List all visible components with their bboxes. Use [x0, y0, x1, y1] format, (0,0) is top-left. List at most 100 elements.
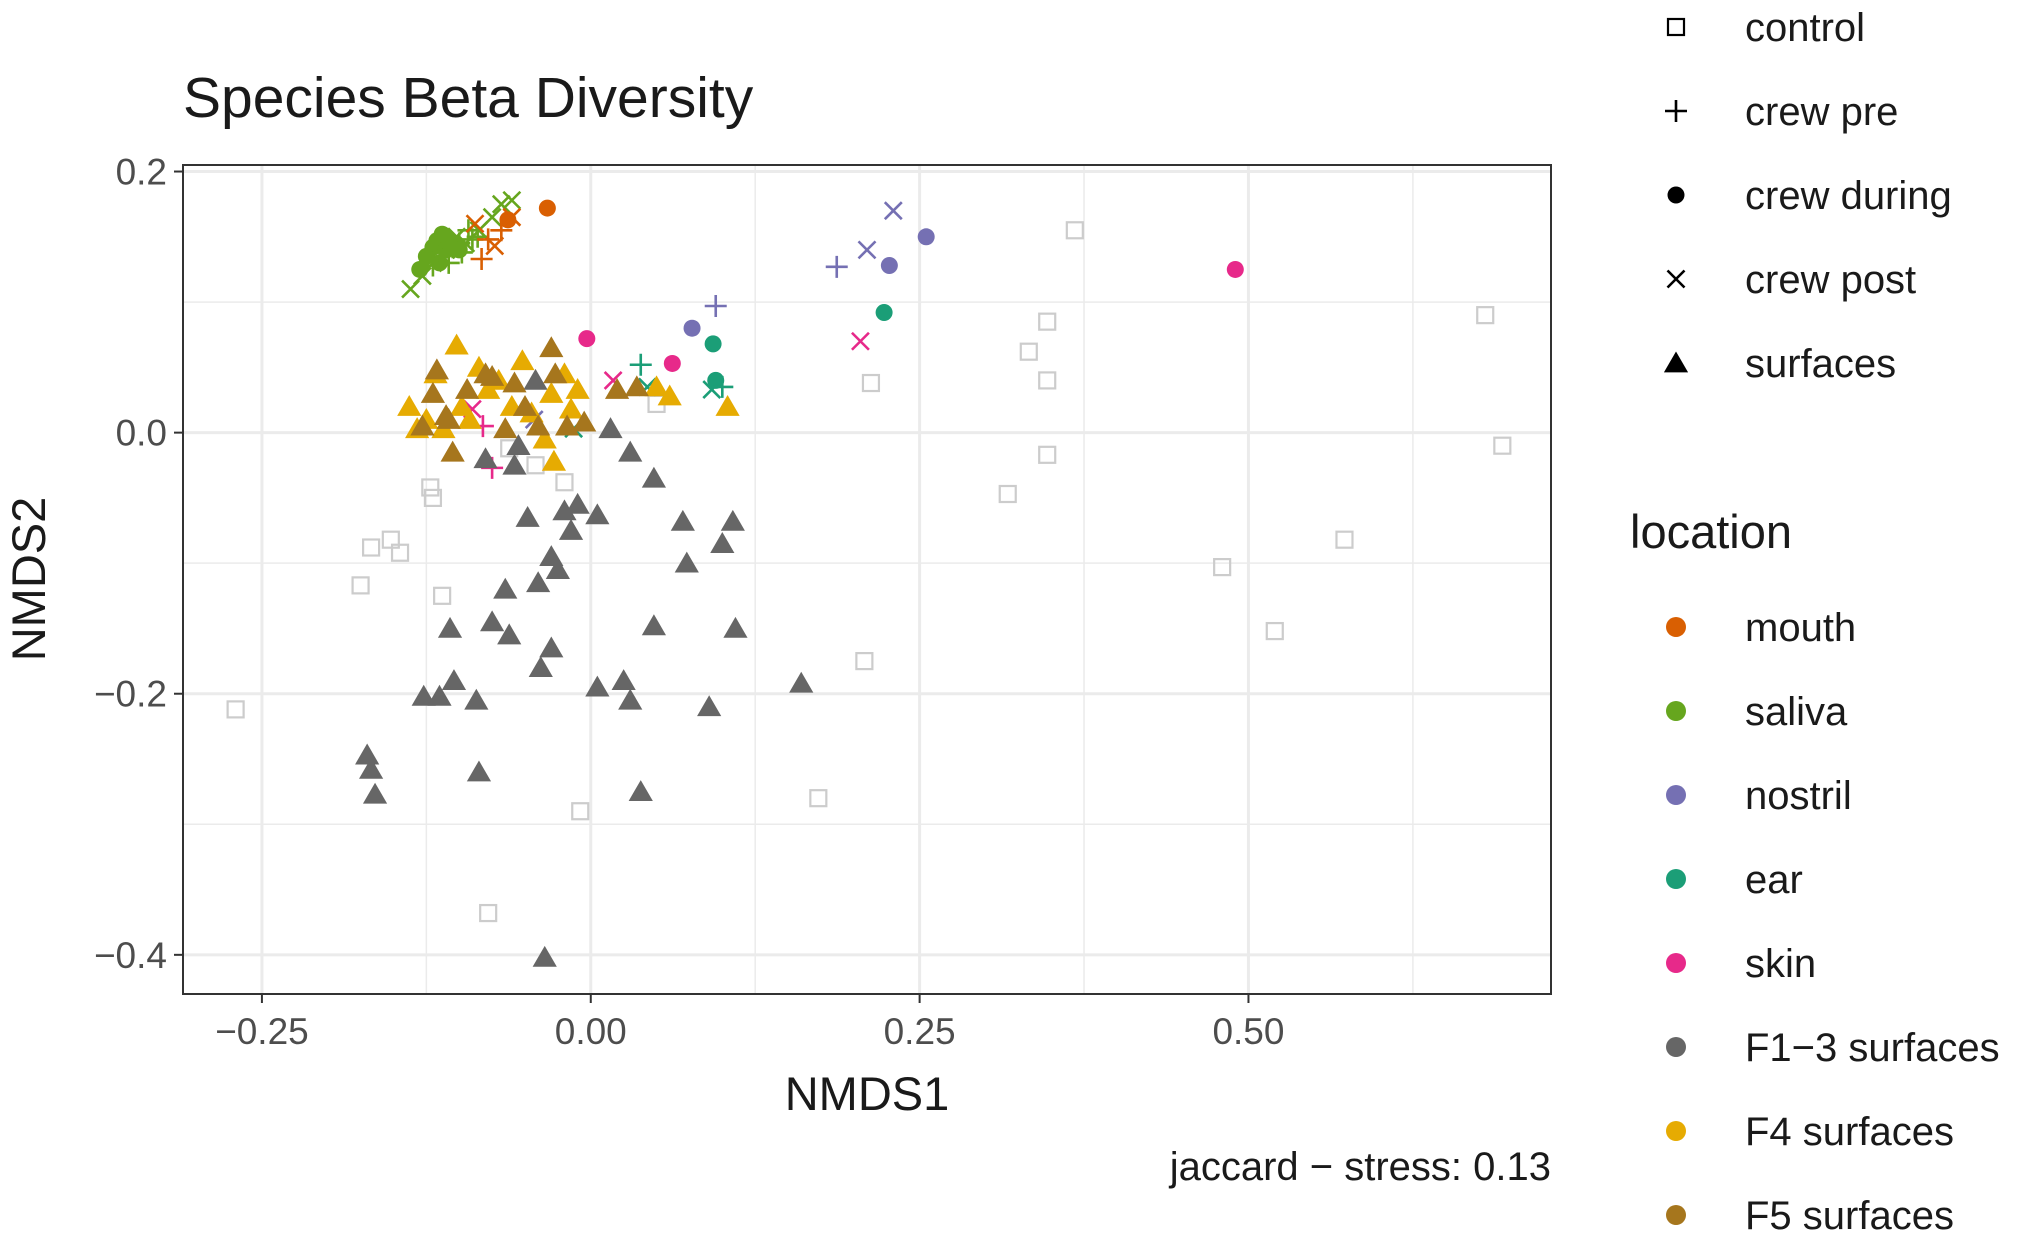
- point-f1-3-surfaces-triangle: [641, 614, 667, 636]
- legend-key-mouth: [1666, 617, 1686, 637]
- point-saliva-cross: [436, 240, 456, 260]
- legend-key-f4-surfaces: [1666, 1121, 1686, 1141]
- point-saliva-cross: [447, 227, 467, 247]
- x-tick-label: 0.25: [884, 1011, 956, 1052]
- point-control-square: [1065, 221, 1084, 240]
- point-nostril-circle: [683, 319, 701, 337]
- point-control-square: [1493, 436, 1512, 455]
- point-f1-3-surfaces-triangle: [362, 782, 388, 804]
- point-control-square: [1476, 306, 1495, 325]
- point-ear-circle: [707, 371, 725, 389]
- point-f1-3-surfaces-triangle: [493, 577, 518, 599]
- point-f4-surfaces-triangle: [539, 381, 564, 403]
- legend-label-f1-3-surfaces: F1−3 surfaces: [1745, 1026, 2000, 1070]
- point-f5-surfaces-triangle: [502, 371, 527, 393]
- x-axis: −0.25 0.00 0.25 0.50: [215, 994, 1284, 1052]
- point-f1-3-surfaces-triangle: [464, 688, 489, 710]
- point-f1-3-surfaces-triangle: [565, 492, 590, 514]
- point-f5-surfaces-triangle: [624, 375, 649, 397]
- point-control-square: [421, 478, 440, 497]
- legend-key-nostril: [1666, 785, 1686, 805]
- legend-key-saliva: [1666, 701, 1686, 721]
- stress-caption: jaccard − stress: 0.13: [1169, 1145, 1551, 1189]
- shape-legend: control crew pre crew during crew post surfa…: [1663, 6, 1952, 386]
- point-f1-3-surfaces-triangle: [628, 780, 653, 801]
- point-f1-3-surfaces-triangle: [526, 571, 551, 593]
- legend-key-circle: [1667, 186, 1685, 204]
- data-points: [226, 190, 1512, 967]
- point-mouth-cross: [485, 236, 505, 256]
- point-saliva-plus: [450, 241, 473, 264]
- legend-label-circle: crew during: [1745, 174, 1952, 218]
- point-f1-3-surfaces-triangle: [473, 447, 498, 469]
- point-f1-3-surfaces-triangle: [528, 656, 553, 677]
- point-nostril-circle: [880, 257, 898, 275]
- point-f5-surfaces-triangle: [604, 377, 630, 399]
- point-f1-3-surfaces-triangle: [598, 417, 623, 439]
- point-saliva-plus: [437, 251, 460, 274]
- point-control-square: [1265, 621, 1284, 641]
- point-control-square: [479, 903, 498, 923]
- point-control-square: [362, 538, 381, 557]
- point-f1-3-surfaces-triangle: [532, 945, 557, 967]
- point-control-square: [861, 373, 881, 393]
- point-f4-surfaces-triangle: [532, 427, 557, 449]
- grid-minor: [183, 165, 1551, 994]
- point-control-square: [1213, 557, 1232, 577]
- point-control-square: [423, 488, 443, 508]
- point-mouth-plus: [470, 247, 493, 270]
- legend-key-skin: [1666, 953, 1686, 973]
- point-control-square: [390, 543, 410, 562]
- legend-label-mouth: mouth: [1745, 606, 1856, 650]
- point-f1-3-surfaces-triangle: [466, 760, 492, 782]
- point-f4-surfaces-triangle: [449, 394, 474, 416]
- point-control-square: [555, 473, 574, 492]
- point-control-square: [571, 802, 590, 821]
- point-saliva-plus: [421, 254, 444, 277]
- point-f1-3-surfaces-triangle: [558, 518, 584, 540]
- legend-label-triangle: surfaces: [1745, 342, 1896, 386]
- grid-major: [183, 165, 1551, 994]
- legend-label-skin: skin: [1745, 942, 1816, 986]
- point-ear-circle: [704, 335, 722, 353]
- point-saliva-cross: [482, 207, 502, 227]
- legend-label-square: control: [1745, 6, 1865, 50]
- point-saliva-cross: [412, 266, 432, 286]
- point-f1-3-surfaces-triangle: [723, 616, 748, 638]
- point-f1-3-surfaces-triangle: [515, 505, 540, 527]
- point-f1-3-surfaces-triangle: [618, 440, 643, 462]
- point-f1-3-surfaces-triangle: [674, 551, 699, 573]
- point-nostril-plus: [704, 294, 727, 317]
- y-axis-label: NMDS2: [2, 497, 55, 662]
- point-f1-3-surfaces-triangle: [441, 669, 467, 691]
- plot-border: [182, 164, 1552, 995]
- point-f5-surfaces-triangle: [455, 377, 480, 399]
- point-f1-3-surfaces-triangle: [359, 757, 384, 779]
- point-f4-surfaces-triangle: [715, 394, 740, 416]
- color-legend: mouth saliva nostril ear skin F1−3 surfaces F4…: [1666, 606, 2000, 1235]
- legend-label-cross: crew post: [1745, 258, 1916, 302]
- point-control-square: [1019, 342, 1038, 361]
- legend-label-ear: ear: [1745, 858, 1803, 902]
- point-f1-3-surfaces-triangle: [355, 743, 380, 765]
- y-tick-label: 0.0: [116, 413, 167, 454]
- chart-title: Species Beta Diversity: [183, 66, 754, 130]
- point-f4-surfaces-triangle: [657, 384, 682, 406]
- point-f1-3-surfaces-triangle: [720, 509, 745, 531]
- legend-key-f5-surfaces: [1666, 1205, 1686, 1225]
- point-control-square: [998, 484, 1017, 504]
- point-f4-surfaces-triangle: [541, 449, 567, 471]
- point-saliva-cross: [491, 194, 511, 214]
- point-f5-surfaces-triangle: [440, 440, 465, 462]
- legend-key-cross: [1666, 269, 1686, 289]
- point-f1-3-surfaces-triangle: [710, 532, 735, 553]
- point-f1-3-surfaces-triangle: [552, 499, 577, 521]
- legend-label-saliva: saliva: [1745, 690, 1848, 734]
- point-f5-surfaces-triangle: [433, 404, 459, 426]
- y-tick-label: −0.2: [94, 674, 167, 715]
- point-control-square: [809, 789, 828, 808]
- point-ear-cross: [702, 380, 722, 399]
- point-skin-circle: [1226, 260, 1244, 278]
- point-f5-surfaces-triangle: [493, 417, 518, 439]
